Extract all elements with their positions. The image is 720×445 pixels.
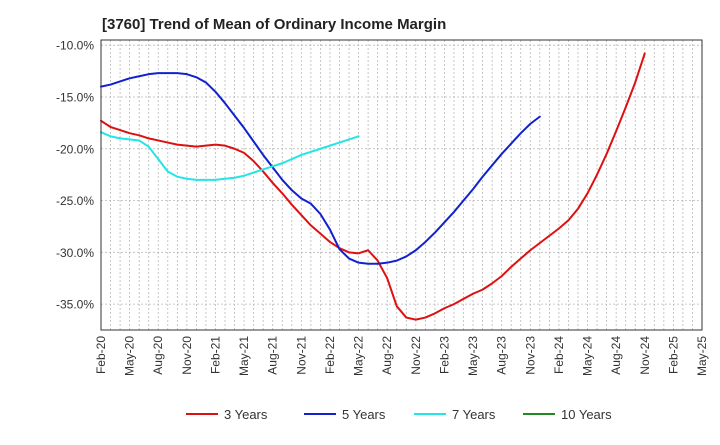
x-tick-label: Feb-22	[323, 336, 337, 374]
x-tick-label: Nov-22	[409, 336, 423, 375]
x-tick-label: May-25	[695, 336, 709, 376]
x-tick-label: Aug-23	[495, 336, 509, 375]
legend-label: 5 Years	[342, 407, 386, 422]
series-line-5-years	[100, 72, 541, 265]
x-tick-label: Aug-20	[151, 336, 165, 375]
x-tick-label: Feb-20	[94, 336, 108, 374]
series-layer	[100, 52, 646, 321]
y-tick-label: -20.0%	[56, 142, 94, 156]
x-tick-label: May-23	[466, 336, 480, 376]
x-tick-label: Nov-20	[180, 336, 194, 375]
y-tick-label: -35.0%	[56, 298, 94, 312]
x-tick-label: Feb-25	[666, 336, 680, 374]
x-tick-label: Feb-23	[437, 336, 451, 374]
series-line-7-years	[100, 131, 360, 181]
y-tick-label: -25.0%	[56, 194, 94, 208]
x-tick-label: May-24	[581, 336, 595, 376]
legend-label: 10 Years	[561, 407, 612, 422]
legend-label: 3 Years	[224, 407, 268, 422]
plot-border	[100, 39, 703, 331]
x-tick-label: Feb-24	[552, 336, 566, 374]
x-tick-label: May-20	[123, 336, 137, 376]
legend-label: 7 Years	[452, 407, 496, 422]
legend: 3 Years 5 Years 7 Years 10 Years	[186, 407, 612, 422]
axis-layer: -10.0% -15.0% -20.0% -25.0% -30.0% -35.0% Feb-…	[56, 39, 709, 376]
x-tick-label: Aug-21	[266, 336, 280, 375]
x-tick-label: Nov-21	[294, 336, 308, 375]
y-tick-label: -30.0%	[56, 246, 94, 260]
x-tick-label: Feb-21	[208, 336, 222, 374]
plot-area	[101, 40, 702, 330]
x-tick-label: Nov-24	[638, 336, 652, 375]
x-tick-label: May-22	[352, 336, 366, 376]
x-tick-label: Aug-24	[609, 336, 623, 375]
chart-title: [3760] Trend of Mean of Ordinary Income …	[102, 16, 447, 33]
x-tick-label: May-21	[237, 336, 251, 376]
y-tick-label: -10.0%	[56, 39, 94, 53]
y-tick-label: -15.0%	[56, 90, 94, 104]
series-line-3-years	[100, 52, 646, 321]
grid-layer	[101, 40, 702, 330]
x-tick-label: Aug-22	[380, 336, 394, 375]
x-tick-label: Nov-23	[523, 336, 537, 375]
